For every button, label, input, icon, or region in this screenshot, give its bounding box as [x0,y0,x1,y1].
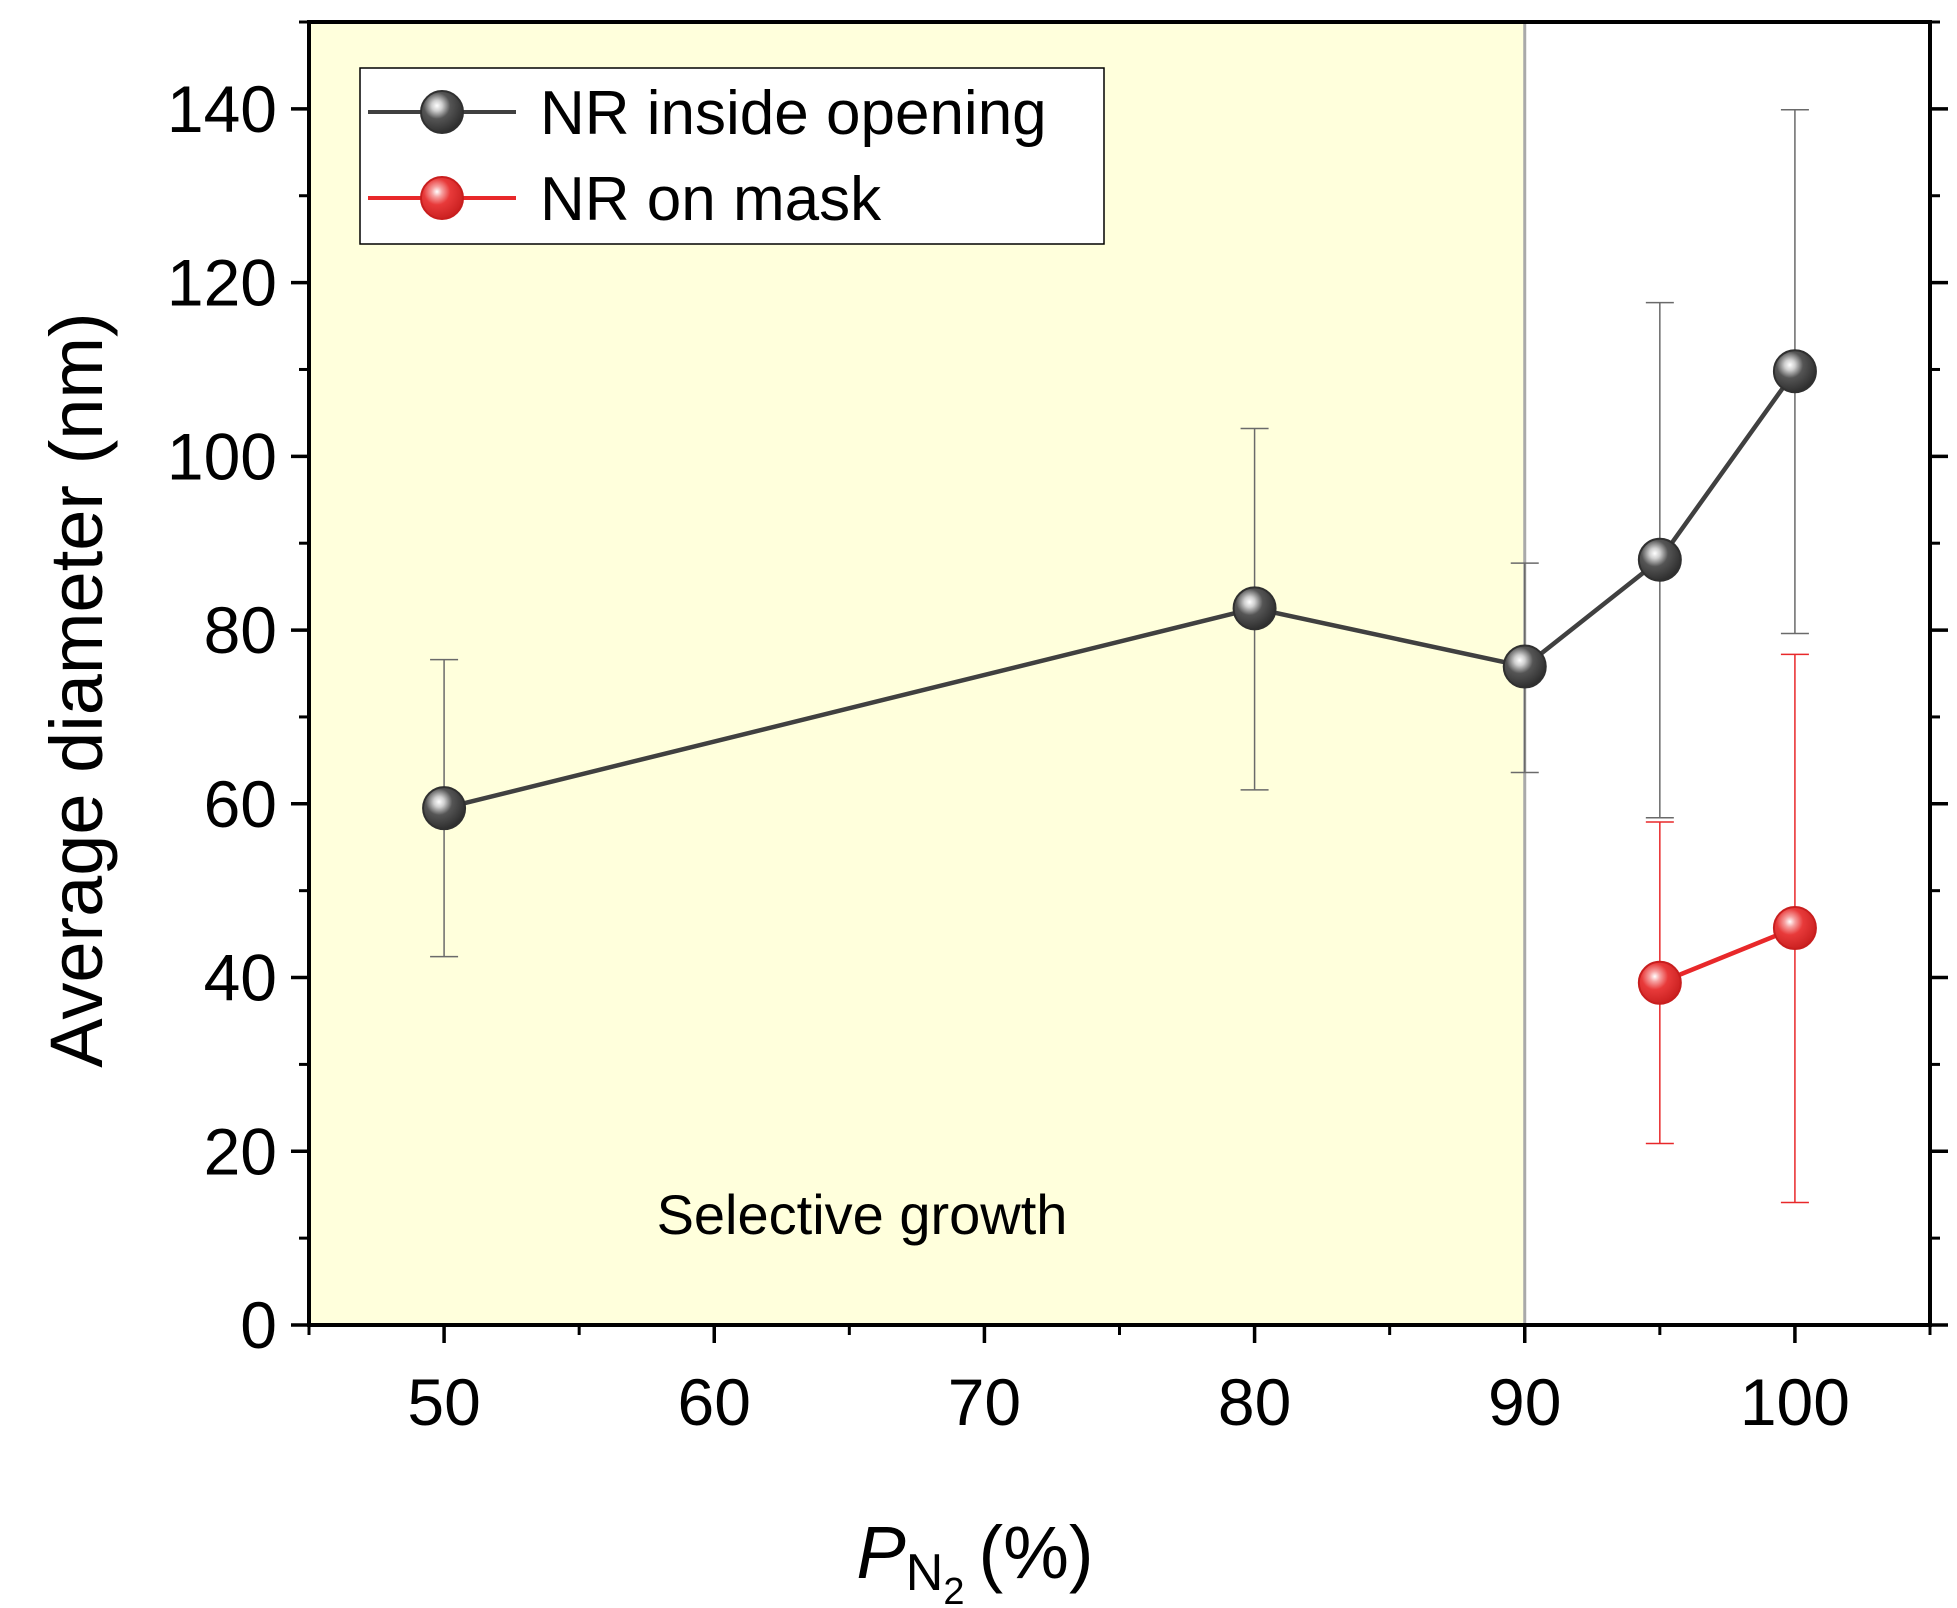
x-tick-label-50: 50 [407,1365,480,1439]
legend-box [359,67,1105,245]
y-tick-label-20: 20 [204,1114,277,1188]
data-point-mask-1 [1772,906,1817,951]
legend-label-dark: NR inside opening [540,79,1047,148]
legend-marker-red [420,176,464,220]
y-tick-label-100: 100 [167,419,277,493]
x-axis-title-main: P [856,1511,905,1594]
legend: NR inside opening NR on mask [359,67,1105,245]
y-tick-label-80: 80 [204,593,277,667]
y-tick-label-120: 120 [167,246,277,320]
y-tick-label-140: 140 [167,72,277,146]
x-axis-title-unit: (%) [978,1511,1093,1594]
data-point-opening-2 [1502,644,1547,689]
legend-marker-dark [420,90,464,134]
x-axis-title-subsub: 2 [943,1571,964,1608]
x-tick-label-70: 70 [948,1365,1021,1439]
y-tick-label-60: 60 [204,767,277,841]
y-axis-title: Average diameter (nm) [35,312,118,1067]
data-point-opening-3 [1637,537,1682,582]
y-tick-label-40: 40 [204,941,277,1015]
x-tick-label-90: 90 [1488,1365,1561,1439]
legend-label-red: NR on mask [540,165,882,234]
x-axis-title: PN2 (%) [856,1511,1093,1608]
data-point-opening-0 [422,786,467,831]
data-point-opening-1 [1232,586,1277,631]
x-tick-label-100: 100 [1740,1365,1850,1439]
x-tick-label-80: 80 [1218,1365,1291,1439]
x-tick-label-60: 60 [678,1365,751,1439]
region-annotation: Selective growth [657,1183,1068,1246]
y-tick-label-0: 0 [240,1288,277,1362]
x-axis-title-sub: N [906,1544,944,1602]
data-point-opening-4 [1772,349,1817,394]
data-point-mask-0 [1637,960,1682,1005]
series-line-mask [1658,925,1796,985]
